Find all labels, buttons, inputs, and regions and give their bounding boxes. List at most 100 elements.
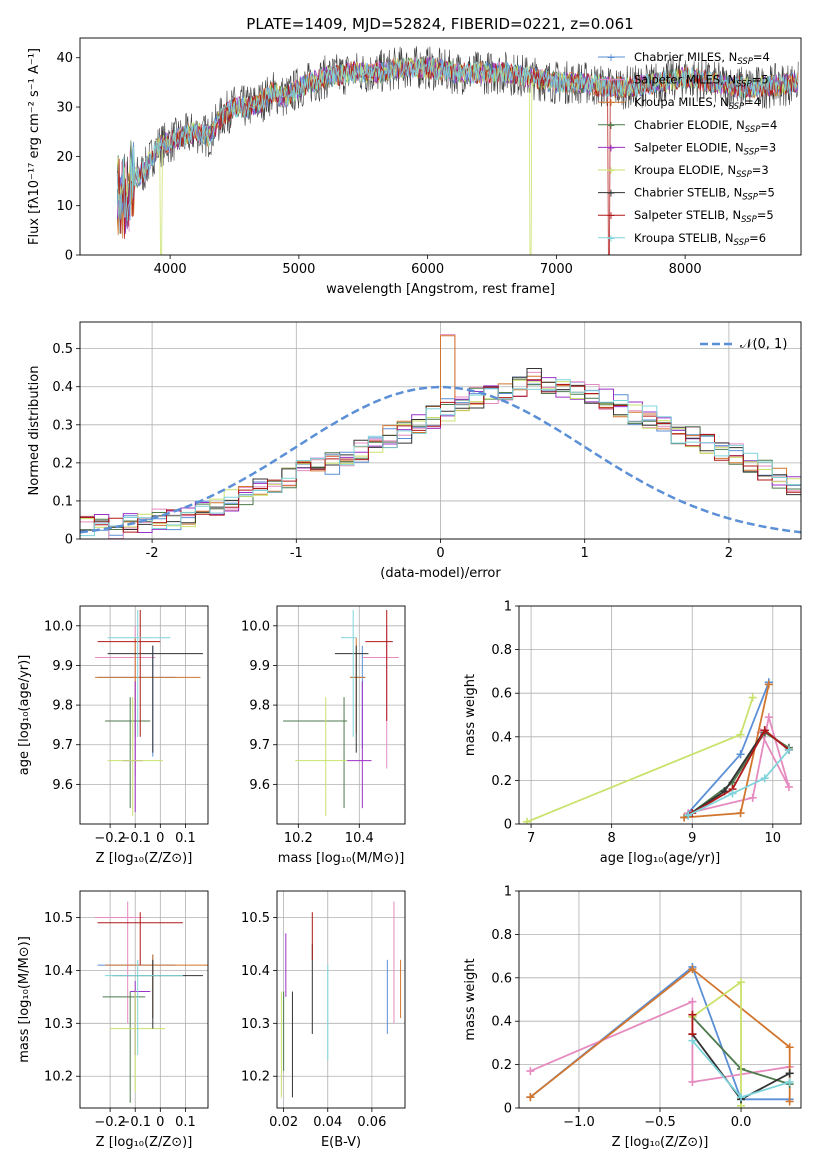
x-tick-label: 9 [688, 831, 696, 846]
y-axis-label: age [log₁₀(age/yr)] [17, 655, 32, 776]
weight-marker-kroupa_elodie [523, 817, 532, 824]
age_vs_mass-axes: 10.2 10.4 9.6 9.7 9.8 9.9 10.0 mass [log₁₀(M/M⊙… [241, 606, 405, 866]
legend-label-name: Kroupa MILES, N [634, 95, 729, 109]
legend-label-suffix: =3 [759, 140, 776, 154]
y-tick-label: 9.7 [52, 738, 73, 753]
weight-marker-kroupa_miles [526, 1093, 535, 1102]
weight-line-kroupa_elodie [526, 697, 754, 823]
legend-label: Kroupa ELODIE, NSSP=3 [634, 163, 769, 180]
y-tick-label: 0 [504, 1102, 512, 1117]
legend-label: Chabrier MILES, NSSP=4 [634, 50, 770, 67]
weight-marker-kroupa_elodie [736, 730, 745, 739]
x-axis-label: wavelength [Angstrom, rest frame] [326, 282, 555, 297]
weight-marker-salpeter_miles [526, 1067, 535, 1076]
x-tick-label: 0.1 [175, 1115, 196, 1130]
age_vs_Z-points [95, 609, 203, 817]
gaussian-curve [80, 385, 801, 534]
x-axis-label: Z [log₁₀(Z/Z⊙)] [96, 1135, 193, 1150]
x-axis-label: age [log₁₀(age/yr)] [600, 851, 721, 866]
x-tick-label: 0 [436, 546, 444, 561]
x-tick-label: 0.06 [357, 1115, 386, 1130]
x-tick-label: 0 [156, 1115, 164, 1130]
weight-marker-kroupa_elodie [748, 693, 757, 702]
y-tick-label: 0 [65, 249, 73, 264]
weight-line-kroupa_stelib [687, 749, 790, 817]
x-tick-label: 1 [581, 546, 589, 561]
weight-marker-kroupa_miles [785, 1097, 794, 1106]
y-tick-label: 1 [504, 600, 512, 615]
weight-marker-salpeter_miles [688, 1077, 697, 1086]
y-tick-label: 10.5 [241, 911, 270, 926]
y-tick-label: 9.8 [52, 699, 73, 714]
y-tick-label: 9.9 [52, 659, 73, 674]
x-tick-label: −0.1 [119, 831, 151, 846]
x-axis-label: (data-model)/error [380, 566, 501, 581]
x-tick-label: 6000 [411, 262, 444, 277]
age_vs_Z-axes: −0.2−0.1 0 0.1 9.6 9.7 9.8 9.9 10.0 Z [log₁₀(Z/Z… [17, 606, 208, 866]
weight_vs_age-axes: 7 8 9 10 0 0.2 0.4 0.6 0.8 1 age [log₁₀(age/yr)] ma… [463, 600, 801, 866]
x-tick-label: 0.04 [313, 1115, 342, 1130]
y-tick-label: 0.5 [52, 342, 73, 357]
x-tick-label: 0.02 [269, 1115, 298, 1130]
legend-label-sub: SSP [745, 125, 761, 135]
y-tick-label: 9.8 [249, 699, 270, 714]
y-tick-label: 30 [56, 101, 73, 116]
spectrum-series [116, 46, 799, 255]
weight-marker-salpeter_stelib [760, 726, 769, 735]
y-tick-label: 0 [504, 818, 512, 833]
figure-title: PLATE=1409, MJD=52824, FIBERID=0221, z=0… [246, 15, 633, 33]
legend-marker: + [606, 74, 615, 87]
legend-label-name: Salpeter ELODIE, N [634, 140, 744, 154]
hist-series [80, 334, 801, 539]
y-axis-label: mass [log₁₀(M/M⊙)] [17, 936, 32, 1063]
age_vs_mass-points [283, 609, 399, 817]
x-tick-label: 2 [725, 546, 733, 561]
weight-marker-salpeter_miles [764, 713, 773, 722]
weight-marker-kroupa_stelib [737, 1093, 746, 1102]
age_vs_Z-frame [79, 605, 209, 825]
weight-marker-salpeter_stelib [688, 1010, 697, 1019]
spectrum-frame [79, 37, 802, 256]
mass_vs_Z-points [95, 901, 208, 1103]
weight-line-salpeter_stelib [691, 728, 790, 814]
legend-label-suffix: =5 [752, 73, 769, 87]
x-axis-label: Z [log₁₀(Z/Z⊙)] [96, 851, 193, 866]
x-tick-label: 8 [608, 831, 616, 846]
y-tick-label: 10.4 [44, 964, 73, 979]
legend-label-sub: SSP [744, 147, 760, 157]
y-tick-label: 10.2 [241, 1070, 270, 1085]
y-tick-label: 0.2 [52, 456, 73, 471]
y-tick-label: 40 [56, 51, 73, 66]
weight-marker-kroupa_miles [688, 965, 697, 974]
legend-marker: + [606, 164, 615, 177]
weight-marker-kroupa_miles [680, 813, 689, 822]
legend-label-suffix: =6 [749, 231, 766, 245]
weight-marker-salpeter_miles [688, 997, 697, 1006]
weight_vs_age-frame [518, 605, 802, 825]
legend-label-suffix: =3 [752, 163, 769, 177]
legend-label: Chabrier STELIB, NSSP=5 [634, 186, 775, 203]
legend-label-suffix: =5 [757, 208, 774, 222]
legend-label-sub: SSP [741, 215, 757, 225]
x-axis-label: E(B-V) [321, 1135, 361, 1150]
legend-label: Kroupa MILES, NSSP=4 [634, 95, 761, 112]
legend-label-name: Chabrier MILES, N [634, 50, 737, 64]
x-tick-label: -2 [146, 546, 159, 561]
x-tick-label: 4000 [154, 262, 187, 277]
legend-label-name: Salpeter STELIB, N [634, 208, 741, 222]
y-tick-label: 0.6 [491, 971, 512, 986]
hist-step-chabrier_stelib [80, 368, 801, 531]
spectrum-legend: + Chabrier MILES, NSSP=4+ Salpeter MILES, … [598, 50, 777, 248]
y-axis-label: Flux [fλ10⁻¹⁷ erg cm⁻² s⁻¹ A⁻¹] [27, 48, 42, 245]
weight-line-chabrier_elodie [687, 731, 790, 817]
legend-label-suffix: =4 [753, 50, 770, 64]
x-tick-label: −1.0 [563, 1115, 595, 1130]
mass_vs_ebv-frame [276, 890, 406, 1109]
y-tick-label: 10.0 [241, 619, 270, 634]
weight-marker-kroupa_stelib [688, 1036, 697, 1045]
weight-marker-kroupa_miles [736, 809, 745, 818]
y-tick-label: 10.0 [44, 619, 73, 634]
spectrum-axes: 4000 5000 6000 7000 8000 0 10 20 30 40 wavelength … [27, 48, 702, 297]
weight-marker-kroupa_miles [785, 1043, 794, 1052]
